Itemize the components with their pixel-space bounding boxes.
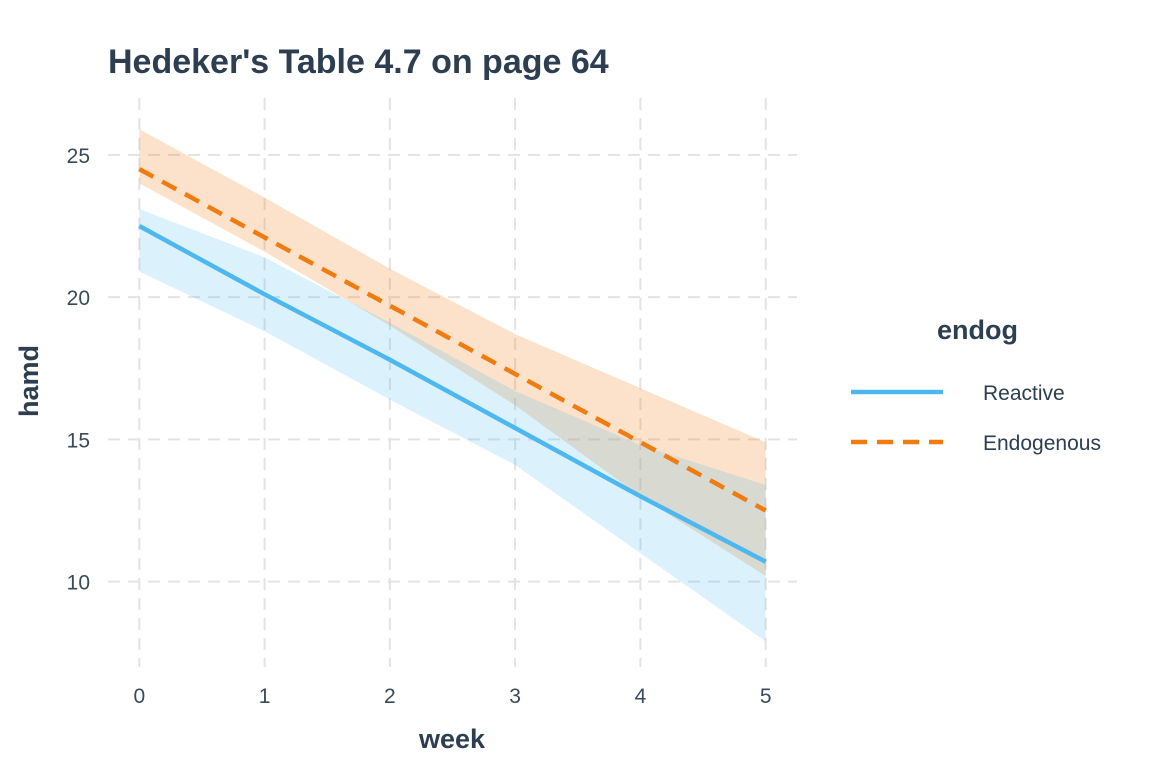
y-tick-label: 15 [67, 429, 90, 452]
x-tick-label: 0 [133, 685, 145, 708]
y-tick-label: 25 [67, 145, 90, 168]
ribbon-layer [139, 129, 766, 642]
line-endogenous [138, 167, 767, 513]
legend-label-endogenous: Endogenous [983, 432, 1101, 455]
legend: endog Reactive Endogenous [851, 315, 1101, 455]
grid-layer [108, 98, 797, 667]
x-axis-title: week [418, 724, 486, 754]
line-reactive [138, 224, 767, 564]
legend-title: endog [937, 315, 1018, 345]
legend-label-reactive: Reactive [983, 382, 1065, 405]
x-tick-label: 2 [384, 685, 396, 708]
x-tick-label: 3 [509, 685, 521, 708]
y-axis-title: hamd [14, 345, 44, 417]
ribbon-endogenous [139, 129, 766, 576]
x-tick-label: 5 [760, 685, 772, 708]
ribbon-reactive [139, 208, 766, 642]
chart-title: Hedeker's Table 4.7 on page 64 [108, 43, 609, 81]
y-tick-label: 20 [67, 287, 90, 310]
line-layer [138, 167, 767, 564]
x-tick-label: 1 [259, 685, 271, 708]
legend-items: Reactive Endogenous [851, 382, 1101, 455]
y-tick-label: 10 [67, 572, 90, 595]
tick-layer: 0 1 2 3 4 5 10 15 20 25 [67, 145, 772, 708]
x-tick-label: 4 [635, 685, 647, 708]
